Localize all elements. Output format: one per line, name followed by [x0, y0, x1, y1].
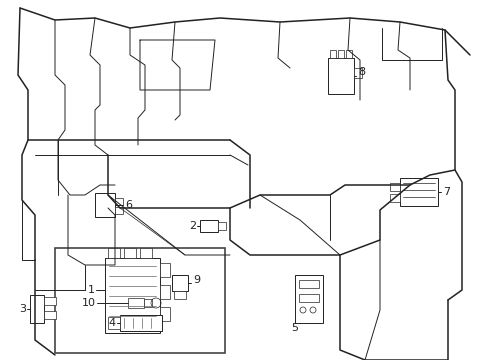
- Bar: [299, 294, 319, 302]
- Bar: [390, 183, 400, 191]
- Text: 7: 7: [443, 187, 450, 197]
- Bar: [328, 58, 354, 94]
- Bar: [346, 50, 352, 58]
- Bar: [44, 311, 56, 319]
- Bar: [160, 285, 170, 299]
- Text: 5: 5: [292, 323, 298, 333]
- Bar: [105, 258, 160, 333]
- Bar: [200, 220, 218, 232]
- Text: 2: 2: [189, 221, 196, 231]
- Bar: [354, 68, 362, 78]
- Bar: [330, 50, 336, 58]
- Bar: [140, 248, 152, 258]
- Bar: [299, 280, 319, 288]
- Bar: [124, 248, 136, 258]
- Bar: [218, 222, 226, 230]
- Bar: [55, 248, 225, 353]
- Bar: [44, 297, 56, 305]
- Text: 9: 9: [193, 275, 200, 285]
- Bar: [144, 299, 152, 307]
- Bar: [400, 178, 438, 206]
- Text: 3: 3: [19, 304, 26, 314]
- Bar: [95, 193, 115, 217]
- Text: 6: 6: [125, 200, 132, 210]
- Bar: [115, 207, 123, 214]
- Text: 8: 8: [358, 67, 365, 77]
- Bar: [115, 198, 123, 205]
- Bar: [160, 263, 170, 277]
- Text: 1: 1: [88, 285, 95, 295]
- Text: 10: 10: [82, 298, 96, 308]
- Bar: [30, 295, 44, 323]
- Text: 4: 4: [109, 318, 116, 328]
- Bar: [160, 307, 170, 321]
- Bar: [108, 248, 120, 258]
- Bar: [295, 275, 323, 323]
- Bar: [390, 194, 400, 202]
- Bar: [120, 315, 162, 331]
- Bar: [108, 317, 120, 329]
- Bar: [338, 50, 344, 58]
- Bar: [128, 298, 144, 308]
- Bar: [172, 275, 188, 291]
- Bar: [174, 291, 186, 299]
